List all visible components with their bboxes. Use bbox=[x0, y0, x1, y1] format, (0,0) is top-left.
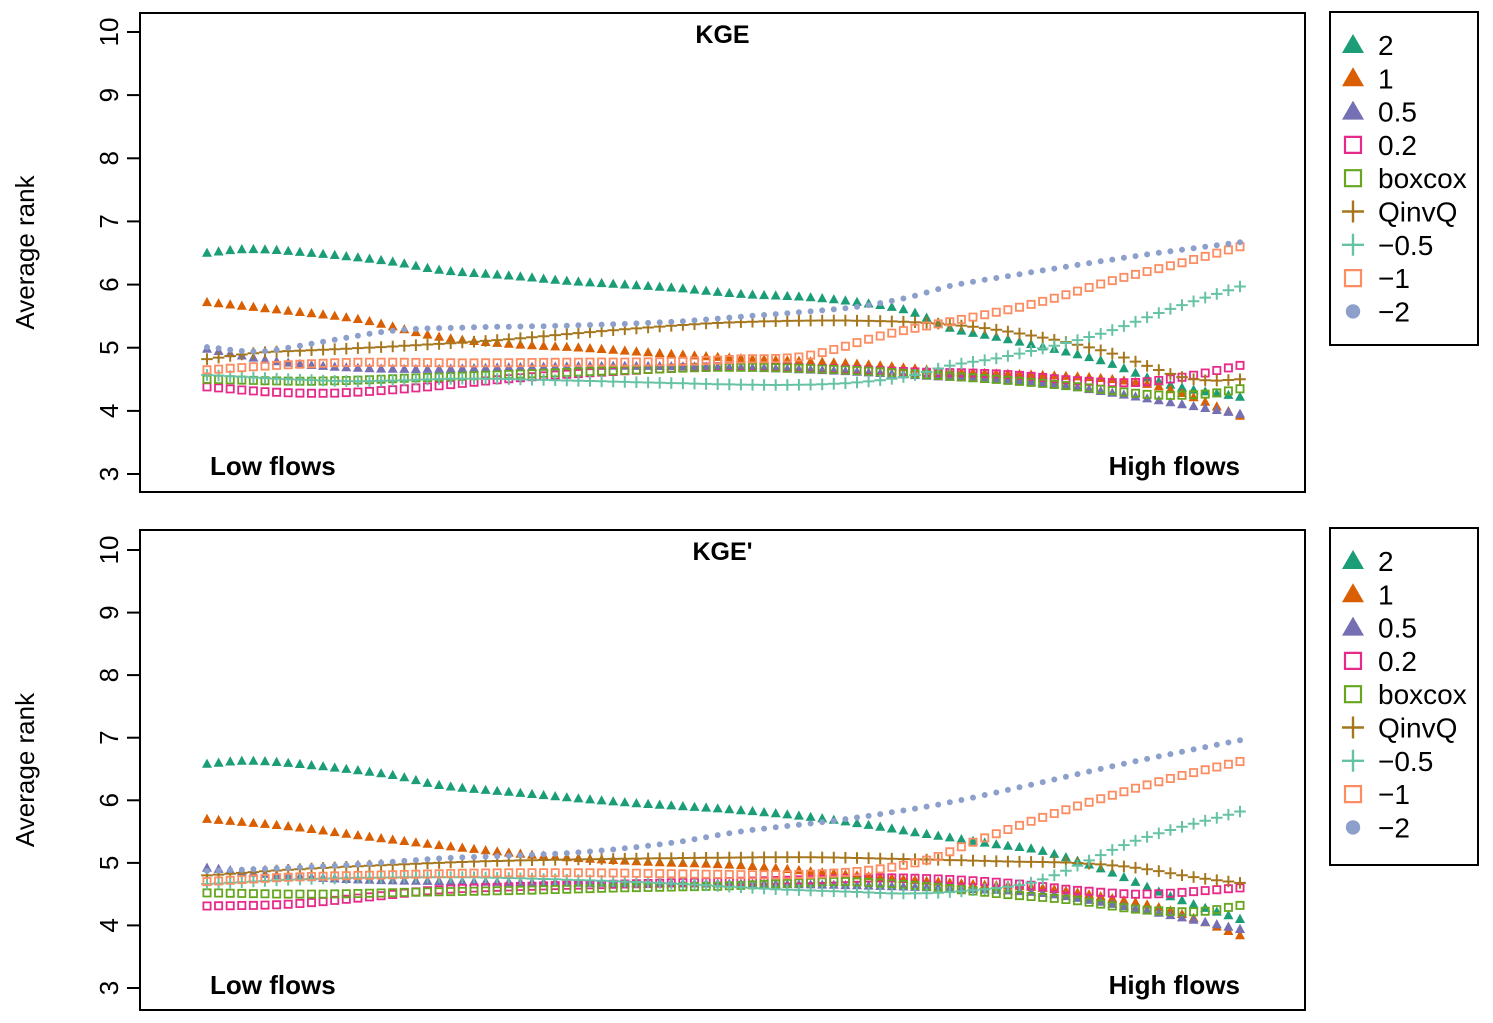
legend-label: QinvQ bbox=[1378, 197, 1457, 228]
triangle-filled-icon bbox=[1342, 34, 1364, 53]
panel-kge-prime: 3 4 5 6 7 8 9 10 Average rank KGE' Low flows High f… bbox=[10, 527, 1479, 1011]
y-axis-title: Average rank bbox=[10, 692, 40, 847]
series--0.5 bbox=[201, 280, 1246, 391]
y-tick-label: 3 bbox=[94, 467, 124, 481]
triangle-filled-icon bbox=[1342, 67, 1364, 87]
legend-item--1: −1 bbox=[1343, 779, 1410, 810]
low-flows-label: Low flows bbox=[210, 970, 336, 1000]
legend-label: 0.2 bbox=[1378, 646, 1417, 677]
low-flows-label: Low flows bbox=[210, 451, 336, 481]
legend-label: 0.2 bbox=[1378, 130, 1417, 161]
y-tick-label: 7 bbox=[94, 730, 124, 744]
plus-icon bbox=[1342, 200, 1364, 223]
series--0.5 bbox=[201, 805, 1246, 900]
series--1 bbox=[202, 757, 1245, 887]
square-open-icon bbox=[1343, 651, 1363, 670]
series--1 bbox=[202, 242, 1245, 375]
triangle-filled-icon bbox=[1342, 550, 1364, 569]
y-tick-label: 6 bbox=[94, 277, 124, 291]
plot-box bbox=[139, 12, 1306, 493]
legend-item-0.2: 0.2 bbox=[1343, 130, 1417, 161]
legend-label: −1 bbox=[1378, 263, 1410, 294]
plus-icon bbox=[1342, 233, 1364, 256]
square-open-icon bbox=[1343, 785, 1363, 804]
high-flows-label: High flows bbox=[1109, 451, 1240, 481]
square-open-icon bbox=[1343, 685, 1363, 704]
y-tick-label: 9 bbox=[94, 605, 124, 619]
y-tick-label: 3 bbox=[94, 981, 124, 995]
legend-item-boxcox: boxcox bbox=[1343, 679, 1467, 710]
legend-label: boxcox bbox=[1378, 163, 1467, 194]
legend-item-QinvQ: QinvQ bbox=[1342, 197, 1457, 228]
legend-item--0.5: −0.5 bbox=[1342, 230, 1433, 261]
legend-item-0.5: 0.5 bbox=[1342, 97, 1417, 128]
y-axis: 3 4 5 6 7 8 9 10 Average rank bbox=[10, 536, 140, 995]
panel-title: KGE' bbox=[692, 538, 752, 566]
y-tick-label: 4 bbox=[94, 918, 124, 932]
y-tick-label: 6 bbox=[94, 793, 124, 807]
panel-title: KGE bbox=[695, 21, 749, 49]
legend-label: QinvQ bbox=[1378, 713, 1457, 744]
legend-label: −1 bbox=[1378, 779, 1410, 810]
legend-label: −0.5 bbox=[1378, 746, 1433, 777]
legend-box bbox=[1329, 527, 1479, 866]
y-tick-label: 5 bbox=[94, 856, 124, 870]
high-flows-label: High flows bbox=[1109, 970, 1240, 1000]
legend-item-2: 2 bbox=[1342, 30, 1394, 61]
square-open-icon bbox=[1343, 169, 1363, 188]
circle-filled-icon bbox=[1345, 304, 1361, 319]
triangle-filled-icon bbox=[1342, 100, 1364, 120]
y-tick-label: 8 bbox=[94, 668, 124, 682]
y-tick-label: 9 bbox=[94, 88, 124, 102]
y-tick-label: 10 bbox=[94, 18, 124, 47]
legend-item--1: −1 bbox=[1343, 263, 1410, 294]
legend-item-0.5: 0.5 bbox=[1342, 613, 1417, 644]
square-open-icon bbox=[1343, 269, 1363, 288]
y-tick-label: 8 bbox=[94, 151, 124, 165]
plot-box bbox=[139, 529, 1306, 1011]
triangle-filled-icon bbox=[1342, 616, 1364, 636]
legend-item-1: 1 bbox=[1342, 579, 1394, 610]
y-axis: 3 4 5 6 7 8 9 10 Average rank bbox=[10, 18, 140, 481]
y-tick-label: 4 bbox=[94, 404, 124, 418]
series--2 bbox=[204, 239, 1243, 355]
legend-item-0.2: 0.2 bbox=[1343, 646, 1417, 677]
series-1 bbox=[202, 813, 1245, 940]
triangle-filled-icon bbox=[1342, 583, 1364, 603]
legend-label: 1 bbox=[1378, 63, 1394, 94]
legend-item--2: −2 bbox=[1345, 812, 1410, 843]
legend-label: boxcox bbox=[1378, 679, 1467, 710]
y-axis-title: Average rank bbox=[10, 174, 40, 329]
panel-kge: 3 4 5 6 7 8 9 10 Average rank KGE Low flows High fl… bbox=[10, 11, 1479, 493]
plus-icon bbox=[1342, 716, 1364, 739]
legend-label: −2 bbox=[1378, 296, 1410, 327]
legend-label: 1 bbox=[1378, 579, 1394, 610]
series-QinvQ bbox=[201, 314, 1246, 387]
legend-label: 2 bbox=[1378, 30, 1394, 61]
circle-filled-icon bbox=[1345, 820, 1361, 835]
square-open-icon bbox=[1343, 135, 1363, 154]
legend-item-QinvQ: QinvQ bbox=[1342, 713, 1457, 744]
legend-label: 0.5 bbox=[1378, 613, 1417, 644]
y-tick-label: 10 bbox=[94, 536, 124, 565]
series-boxcox bbox=[202, 877, 1245, 917]
legend-label: −0.5 bbox=[1378, 230, 1433, 261]
legend-item-boxcox: boxcox bbox=[1343, 163, 1467, 194]
legend-item-1: 1 bbox=[1342, 63, 1394, 94]
y-tick-label: 7 bbox=[94, 214, 124, 228]
plus-icon bbox=[1342, 749, 1364, 772]
legend-label: 2 bbox=[1378, 546, 1394, 577]
legend-item--0.5: −0.5 bbox=[1342, 746, 1433, 777]
legend-label: −2 bbox=[1378, 812, 1410, 843]
legend-label: 0.5 bbox=[1378, 97, 1417, 128]
legend-item--2: −2 bbox=[1345, 296, 1410, 327]
legend-box bbox=[1329, 11, 1479, 346]
legend-item-2: 2 bbox=[1342, 546, 1394, 577]
y-tick-label: 5 bbox=[94, 340, 124, 354]
